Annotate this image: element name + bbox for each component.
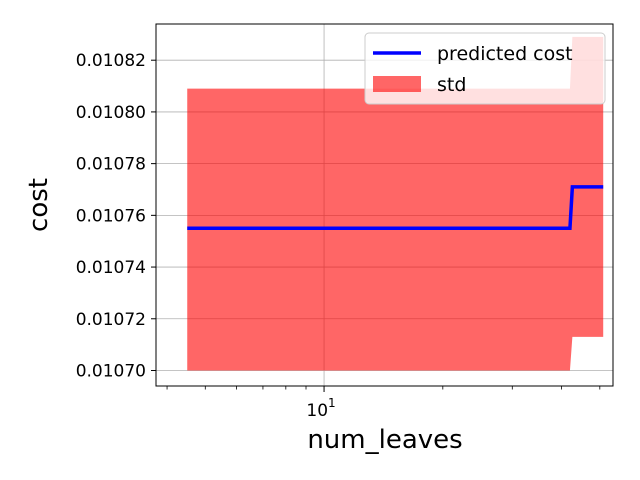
legend: predicted cost std (364, 32, 606, 105)
legend-label-predicted-cost: predicted cost (437, 43, 573, 65)
y-axis-title: cost (24, 178, 54, 232)
x-minor-ticks (166, 386, 601, 390)
predicted-cost-line (187, 185, 604, 231)
plot-frame (155, 23, 614, 387)
y-tick-label: 0.01070 (76, 361, 146, 381)
y-tick-label: 0.01078 (76, 155, 146, 175)
y-tick-label: 0.01082 (76, 51, 146, 71)
legend-box (364, 32, 606, 105)
predicted-cost-polyline (187, 185, 604, 231)
y-tick-label: 0.01072 (76, 310, 146, 330)
x-axis-title: num_leaves (307, 425, 462, 455)
x-tick-label: 101 (306, 396, 335, 421)
legend-band-swatch (373, 76, 421, 92)
y-ticks: 0.01070 0.01072 0.01074 0.01076 0.01078 0.010… (76, 51, 156, 381)
x-ticks: 101 (306, 386, 336, 421)
std-band (187, 36, 604, 371)
y-tick-label: 0.01076 (76, 206, 146, 226)
legend-label-std: std (437, 74, 466, 96)
y-tick-label: 0.01080 (76, 103, 146, 123)
std-band-area (187, 36, 604, 371)
y-tick-label: 0.01074 (76, 258, 146, 278)
